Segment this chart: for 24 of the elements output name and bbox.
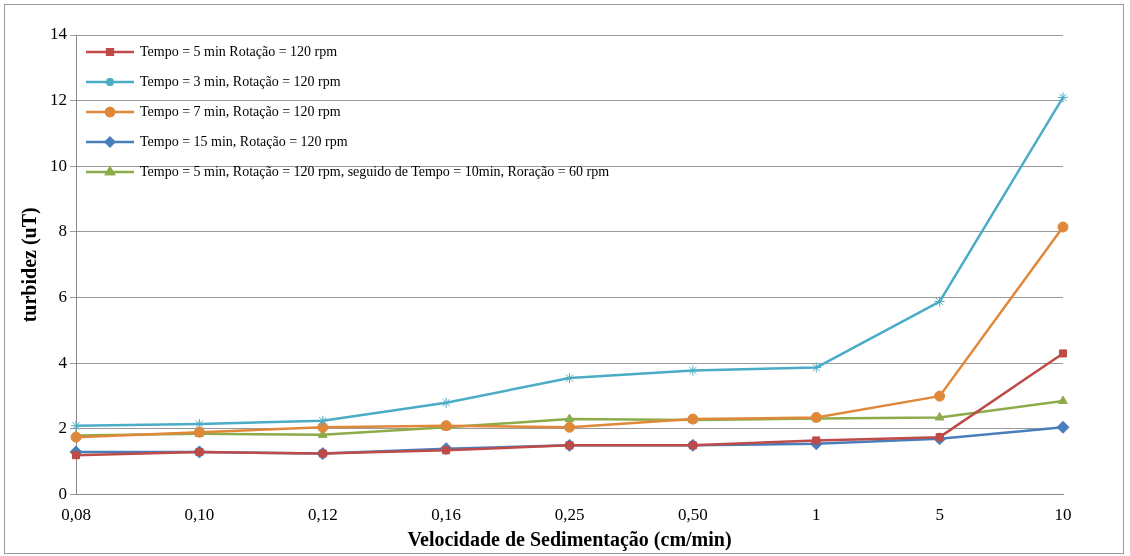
y-tick-label: 14 <box>50 24 68 44</box>
x-axis-title: Velocidade de Sedimentação (cm/min) <box>407 528 732 552</box>
x-tick-label: 0,16 <box>431 505 461 525</box>
y-tick-label: 4 <box>58 352 68 372</box>
legend-label: Tempo = 15 min, Rotação = 120 rpm <box>140 133 348 149</box>
x-tick-label: 0,12 <box>307 505 338 525</box>
x-tick-label: 0,10 <box>184 505 215 525</box>
x-tick-label: 1 <box>812 505 821 525</box>
y-tick-label: 6 <box>58 287 67 307</box>
legend-label: Tempo = 5 min, Rotação = 120 rpm, seguido de Tempo = 10min, Roração = 60 rpm <box>140 163 610 179</box>
legend-label: Tempo = 3 min, Rotação = 120 rpm <box>140 73 341 89</box>
y-tick-label: 10 <box>50 155 67 175</box>
x-tick-label: 5 <box>935 505 944 525</box>
x-tick-label: 0,50 <box>678 505 708 525</box>
y-tick-label: 12 <box>50 90 67 110</box>
y-axis-title: turbidez (uT) <box>18 207 42 323</box>
legend-label: Tempo = 7 min, Rotação = 120 rpm <box>140 103 341 119</box>
x-tick-label: 0,08 <box>61 505 91 525</box>
y-tick-label: 0 <box>58 484 67 504</box>
x-tick-label: 0,25 <box>554 505 585 525</box>
y-tick-label: 8 <box>58 221 67 241</box>
y-tick-label: 2 <box>58 418 67 438</box>
legend-label: Tempo = 5 min Rotação = 120 rpm <box>140 43 338 59</box>
x-tick-label: 10 <box>1054 505 1072 525</box>
